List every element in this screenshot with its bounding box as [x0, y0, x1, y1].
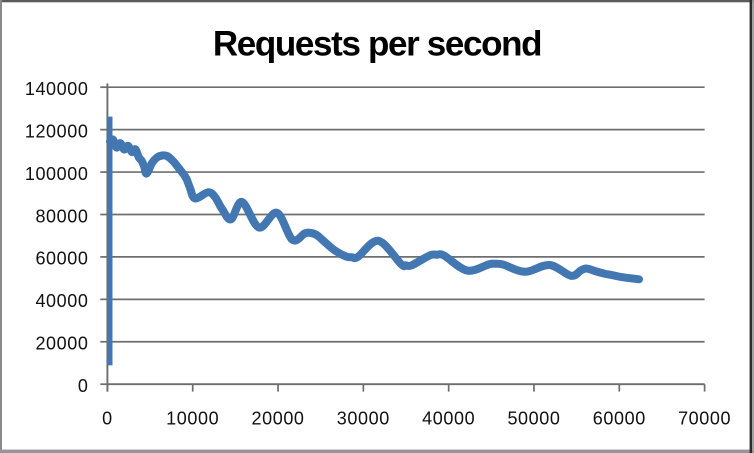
svg-text:120000: 120000 [25, 121, 89, 141]
svg-text:40000: 40000 [422, 409, 475, 429]
svg-text:80000: 80000 [35, 206, 88, 226]
svg-text:40000: 40000 [35, 291, 88, 311]
svg-text:20000: 20000 [251, 409, 304, 429]
svg-text:Requests per second: Requests per second [213, 25, 541, 64]
svg-text:60000: 60000 [593, 409, 646, 429]
svg-text:50000: 50000 [507, 409, 560, 429]
svg-text:140000: 140000 [25, 79, 89, 99]
svg-text:10000: 10000 [166, 409, 219, 429]
svg-text:20000: 20000 [35, 334, 88, 354]
svg-text:60000: 60000 [35, 249, 88, 269]
svg-text:0: 0 [102, 409, 113, 429]
svg-text:30000: 30000 [337, 409, 390, 429]
svg-text:70000: 70000 [678, 409, 731, 429]
svg-text:0: 0 [78, 376, 89, 396]
svg-text:100000: 100000 [25, 164, 89, 184]
